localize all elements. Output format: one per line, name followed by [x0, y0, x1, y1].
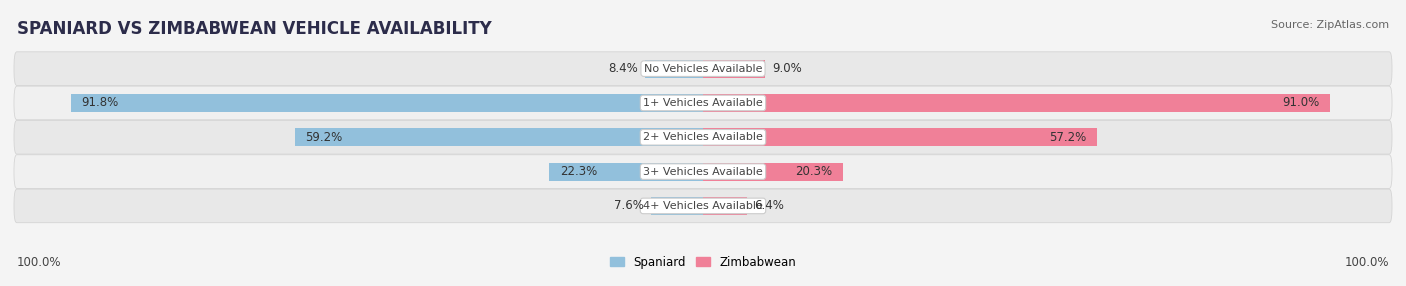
- Bar: [645, 60, 703, 78]
- Text: 1+ Vehicles Available: 1+ Vehicles Available: [643, 98, 763, 108]
- Bar: [703, 60, 765, 78]
- Text: 3+ Vehicles Available: 3+ Vehicles Available: [643, 167, 763, 176]
- Text: 6.4%: 6.4%: [754, 199, 785, 212]
- FancyBboxPatch shape: [14, 86, 1392, 120]
- Text: 91.0%: 91.0%: [1282, 96, 1320, 110]
- Text: 59.2%: 59.2%: [305, 131, 343, 144]
- Text: 8.4%: 8.4%: [609, 62, 638, 75]
- FancyBboxPatch shape: [14, 155, 1392, 188]
- FancyBboxPatch shape: [14, 120, 1392, 154]
- Text: 2+ Vehicles Available: 2+ Vehicles Available: [643, 132, 763, 142]
- Text: Source: ZipAtlas.com: Source: ZipAtlas.com: [1271, 20, 1389, 30]
- Bar: [703, 197, 747, 215]
- Legend: Spaniard, Zimbabwean: Spaniard, Zimbabwean: [606, 252, 800, 272]
- Text: 4+ Vehicles Available: 4+ Vehicles Available: [643, 201, 763, 211]
- Bar: [703, 128, 1097, 146]
- Text: 100.0%: 100.0%: [1344, 256, 1389, 269]
- Bar: [651, 197, 703, 215]
- Text: 91.8%: 91.8%: [82, 96, 118, 110]
- Text: SPANIARD VS ZIMBABWEAN VEHICLE AVAILABILITY: SPANIARD VS ZIMBABWEAN VEHICLE AVAILABIL…: [17, 20, 492, 38]
- FancyBboxPatch shape: [14, 189, 1392, 223]
- Text: 22.3%: 22.3%: [560, 165, 598, 178]
- Text: 9.0%: 9.0%: [772, 62, 801, 75]
- FancyBboxPatch shape: [14, 52, 1392, 86]
- Bar: [703, 163, 842, 180]
- Bar: [550, 163, 703, 180]
- Text: 57.2%: 57.2%: [1049, 131, 1087, 144]
- Text: 100.0%: 100.0%: [17, 256, 62, 269]
- Bar: [703, 94, 1330, 112]
- Text: 7.6%: 7.6%: [614, 199, 644, 212]
- Bar: [70, 94, 703, 112]
- Bar: [295, 128, 703, 146]
- Text: 20.3%: 20.3%: [796, 165, 832, 178]
- Text: No Vehicles Available: No Vehicles Available: [644, 64, 762, 74]
